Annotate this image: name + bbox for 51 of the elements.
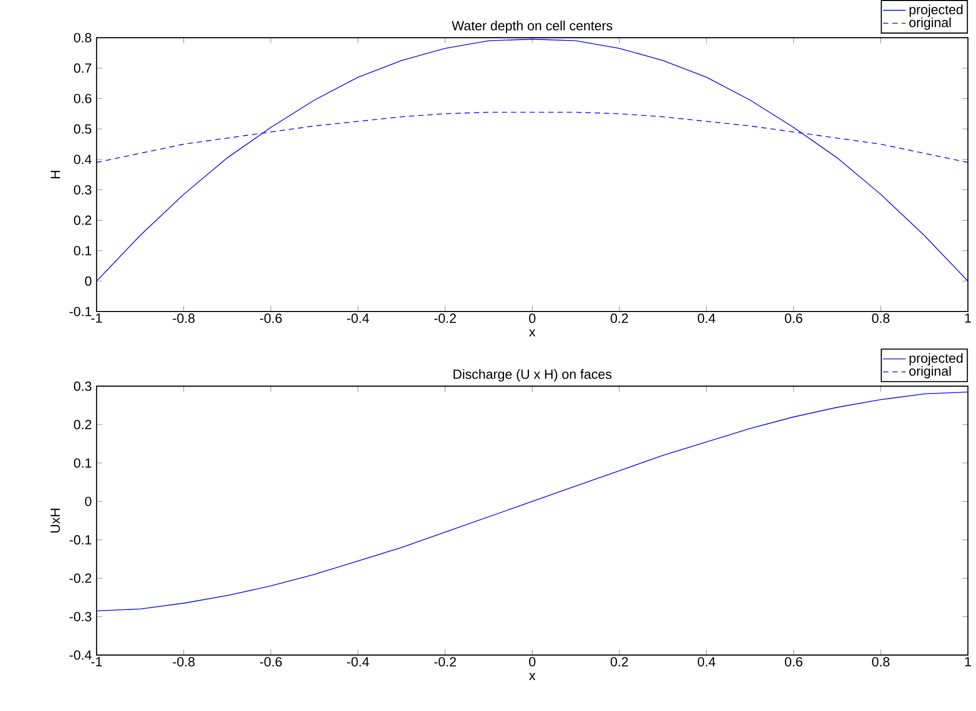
y-tick-label: 0.2 <box>74 216 92 226</box>
x-tick-label: 0.6 <box>784 314 802 324</box>
y-tick-label: -0.2 <box>70 574 92 584</box>
y-axis-title: H <box>50 170 60 178</box>
x-tick-label: 0.2 <box>610 314 628 324</box>
x-tick-label: -0.2 <box>434 657 456 667</box>
legend-label: original <box>909 366 951 379</box>
y-tick-label: 0 <box>85 496 92 506</box>
x-tick-label: 0 <box>529 314 536 324</box>
x-tick-label: 0.4 <box>698 657 716 667</box>
x-tick-label: -0.6 <box>260 314 282 324</box>
y-tick-label: 0.7 <box>74 64 92 73</box>
x-axis-title: x <box>529 329 536 337</box>
x-tick-label: -0.4 <box>347 314 370 324</box>
x-axis-title: x <box>529 673 536 680</box>
legend-label: projected <box>910 353 963 366</box>
x-tick-label: 0.4 <box>698 314 716 324</box>
y-tick-label: 0.1 <box>74 458 92 468</box>
x-tick-label: 0.8 <box>872 314 890 324</box>
x-tick-label: 1 <box>965 657 971 666</box>
x-tick-label: -1 <box>91 314 102 323</box>
x-tick-label: -0.2 <box>434 314 456 324</box>
y-tick-label: 0 <box>85 276 92 286</box>
chart-title: Water depth on cell centers <box>452 20 612 34</box>
x-tick-label: -0.4 <box>347 657 370 667</box>
y-tick-label: -0.4 <box>70 650 92 660</box>
line-series <box>96 38 968 282</box>
x-tick-label: -0.6 <box>260 657 282 667</box>
y-tick-label: -0.1 <box>70 306 92 316</box>
y-tick-label: 0.8 <box>74 33 92 42</box>
legend-label: original <box>909 18 951 30</box>
y-tick-label: -0.3 <box>70 612 92 622</box>
y-tick-label: 0.3 <box>74 185 92 195</box>
y-tick-label: 0.6 <box>74 94 92 104</box>
x-tick-label: -1 <box>91 657 102 666</box>
x-tick-label: 0.8 <box>872 657 890 667</box>
chart-title: Discharge (U x H) on faces <box>454 369 612 382</box>
x-tick-label: -0.8 <box>172 314 195 324</box>
x-tick-label: 0.2 <box>610 657 628 667</box>
y-tick-label: 0.4 <box>74 154 92 164</box>
x-tick-label: -0.8 <box>172 657 195 667</box>
y-tick-label: 0.2 <box>74 420 92 430</box>
x-tick-label: 1 <box>965 314 971 323</box>
y-tick-label: -0.1 <box>70 535 92 545</box>
x-tick-label: 0.6 <box>784 657 802 667</box>
y-axis-title: UxH <box>50 508 60 533</box>
y-tick-label: 0.1 <box>74 246 92 256</box>
y-tick-label: 0.3 <box>74 382 92 391</box>
y-tick-label: 0.5 <box>74 124 92 134</box>
x-tick-label: 0 <box>529 657 536 667</box>
legend-label: projected <box>910 4 963 17</box>
